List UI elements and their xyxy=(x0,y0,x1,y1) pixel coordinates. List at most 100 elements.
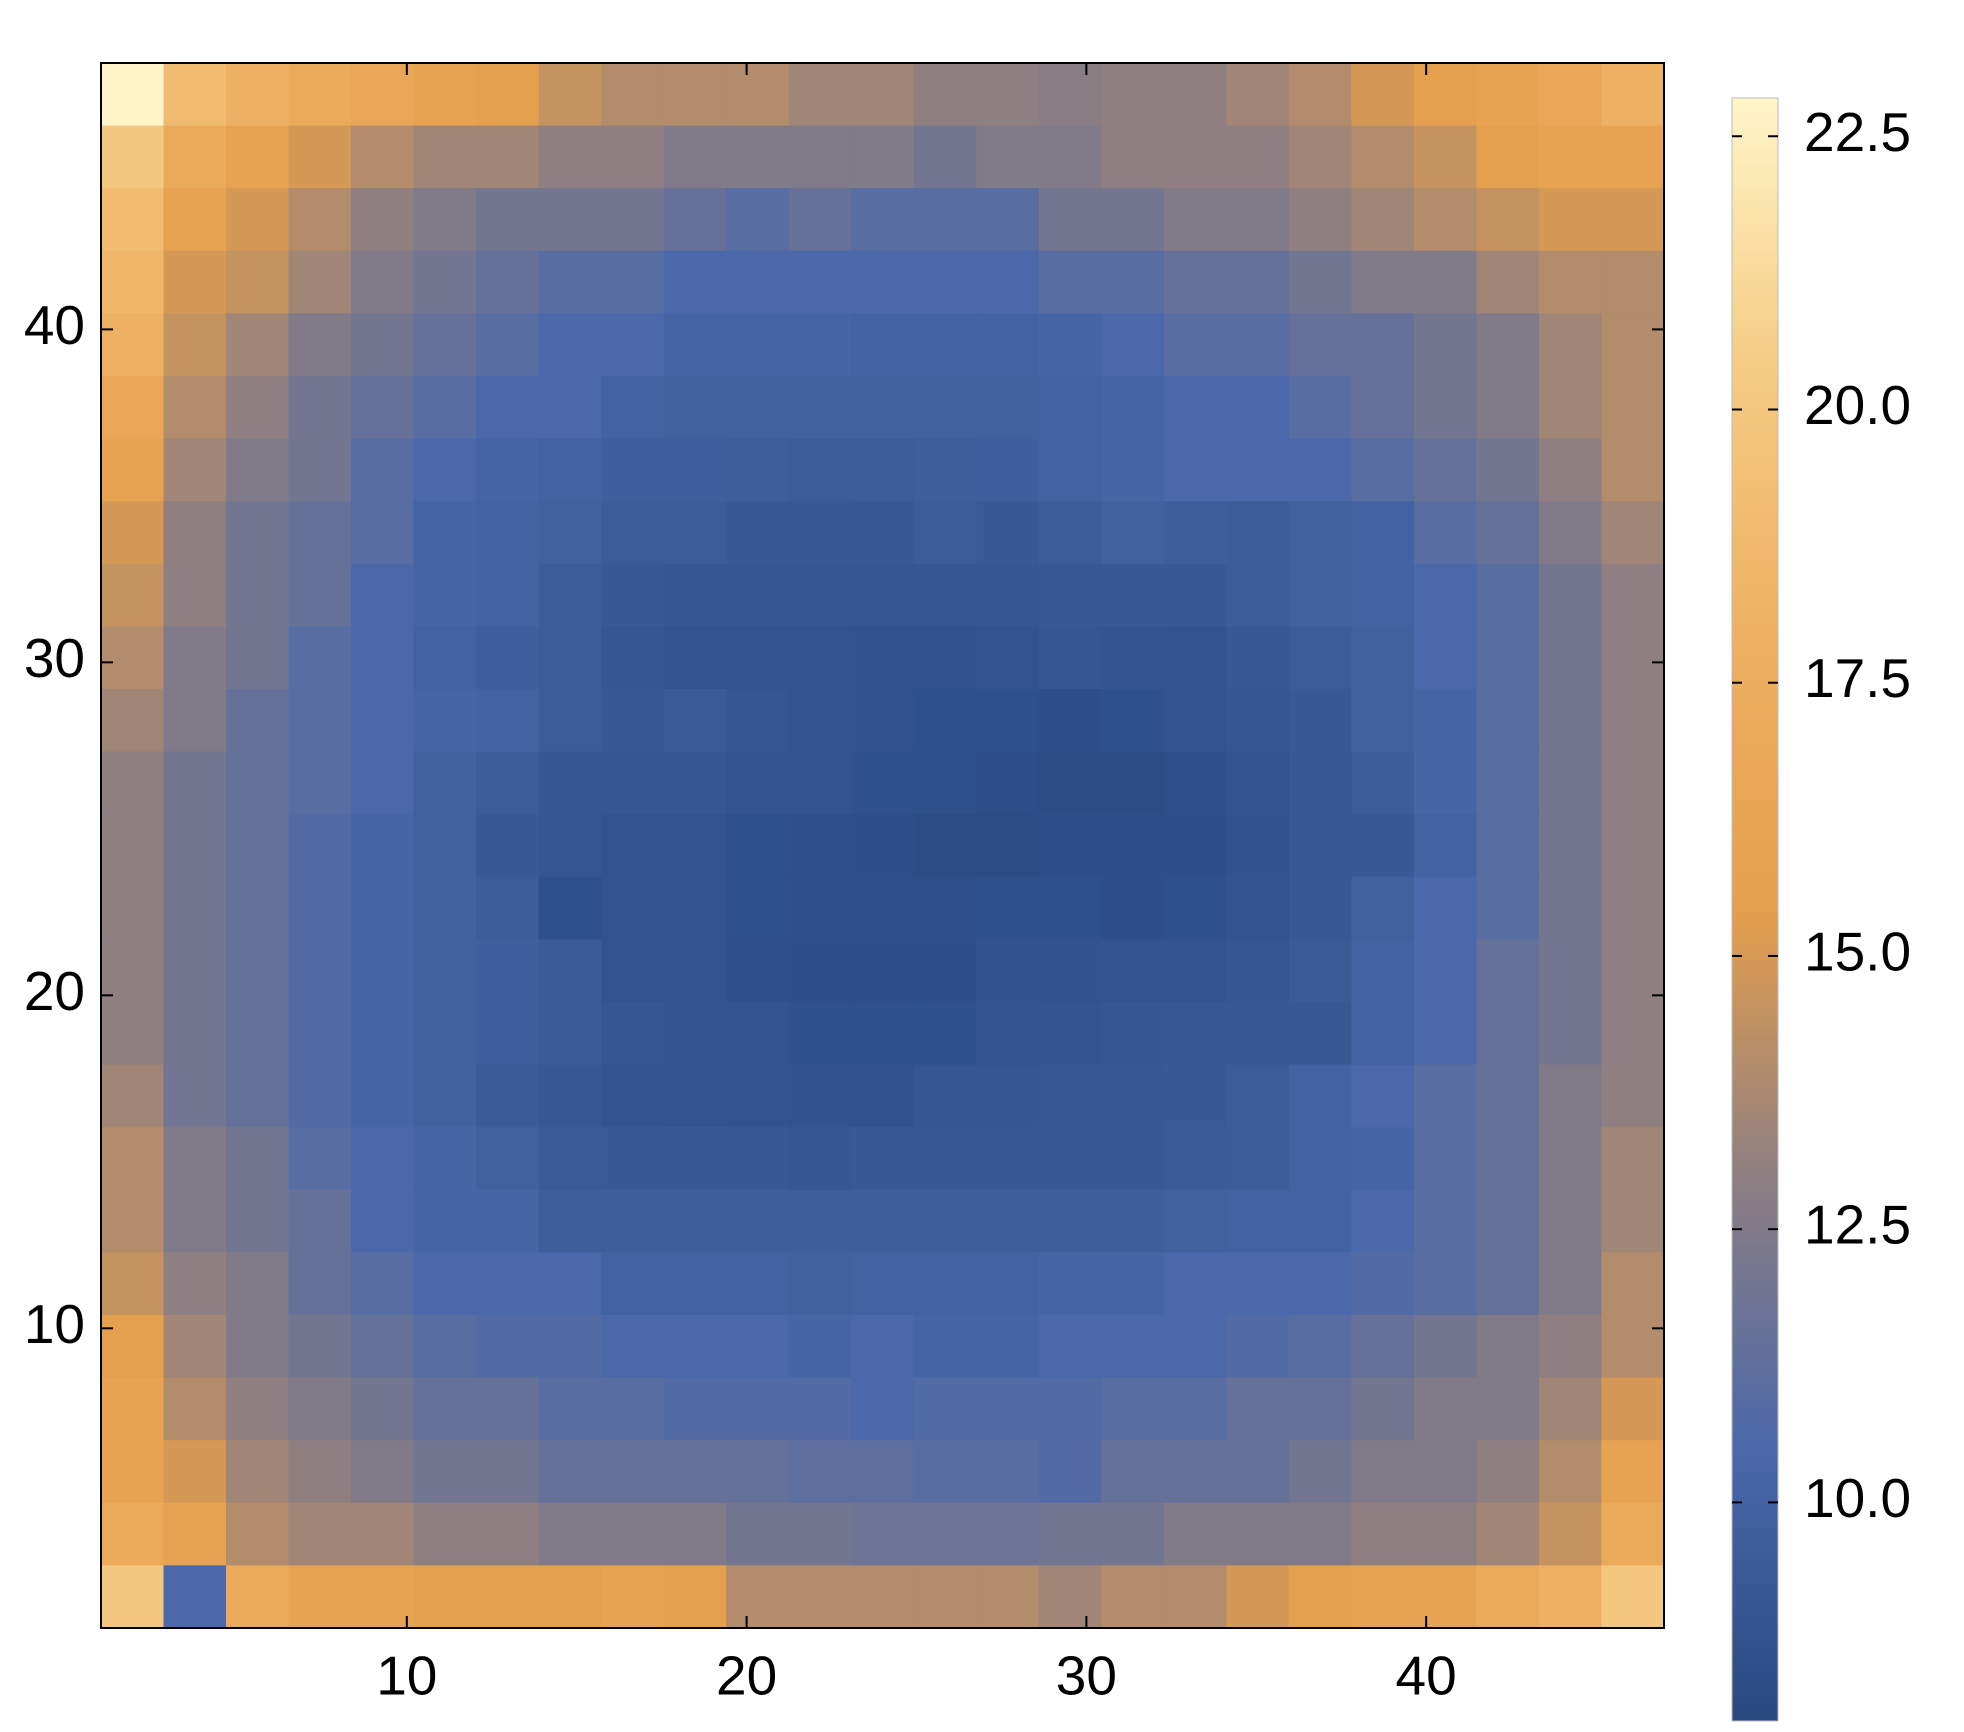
heatmap-cell xyxy=(101,1315,165,1379)
heatmap-cell xyxy=(538,313,602,377)
heatmap-cell xyxy=(1226,939,1290,1003)
heatmap-cell xyxy=(476,438,540,502)
heatmap-cell xyxy=(288,1315,352,1379)
heatmap-cell xyxy=(1476,1315,1540,1379)
heatmap-cell xyxy=(226,1377,290,1441)
y-tick-label: 40 xyxy=(24,294,85,356)
heatmap-cell xyxy=(851,1127,915,1191)
heatmap-cell xyxy=(976,939,1040,1003)
heatmap-cell xyxy=(913,1315,977,1379)
heatmap-cell xyxy=(1288,501,1352,565)
heatmap-cell xyxy=(476,1064,540,1128)
heatmap-cell xyxy=(1351,563,1415,627)
heatmap-cell xyxy=(663,751,727,815)
heatmap-cell xyxy=(351,188,415,252)
heatmap-cell xyxy=(601,1377,665,1441)
heatmap-cell xyxy=(163,814,227,878)
heatmap-cell xyxy=(538,188,602,252)
heatmap-cell xyxy=(601,939,665,1003)
heatmap-cell xyxy=(663,1502,727,1566)
heatmap-cell xyxy=(851,1565,915,1629)
heatmap-cell xyxy=(101,188,165,252)
heatmap-cell xyxy=(1351,1002,1415,1066)
heatmap-cell xyxy=(101,63,165,127)
heatmap-cell xyxy=(788,1377,852,1441)
x-tick-label: 40 xyxy=(1396,1645,1457,1707)
heatmap-cell xyxy=(288,1064,352,1128)
heatmap-cell xyxy=(1538,250,1603,314)
heatmap-cell xyxy=(1226,689,1290,753)
heatmap-cell xyxy=(1226,1064,1290,1128)
heatmap-cell xyxy=(1413,751,1478,815)
heatmap-cell xyxy=(226,814,290,878)
heatmap-cell xyxy=(1163,376,1227,440)
heatmap-cell xyxy=(226,313,290,377)
heatmap-cell xyxy=(1288,1064,1352,1128)
heatmap-cell xyxy=(1038,876,1102,940)
heatmap-cell xyxy=(1038,1127,1102,1191)
heatmap-cell xyxy=(788,1502,852,1566)
heatmap-cell xyxy=(601,250,665,314)
heatmap-cell xyxy=(1476,63,1540,127)
heatmap-cell xyxy=(1538,814,1603,878)
heatmap-cell xyxy=(1101,751,1165,815)
heatmap-cell xyxy=(226,751,290,815)
heatmap-cell xyxy=(913,814,977,878)
heatmap-cell xyxy=(1601,563,1665,627)
heatmap-cell xyxy=(1038,1565,1102,1629)
heatmap-cell xyxy=(413,563,477,627)
heatmap-cell xyxy=(1413,63,1478,127)
heatmap-cell xyxy=(663,250,727,314)
colorbar-tick-label: 15.0 xyxy=(1804,920,1911,982)
heatmap-cell xyxy=(788,939,852,1003)
heatmap-cell xyxy=(726,1440,790,1504)
heatmap-cell xyxy=(1288,1252,1352,1316)
heatmap-cell xyxy=(1226,1127,1290,1191)
heatmap-cell xyxy=(1413,188,1478,252)
heatmap-cell xyxy=(163,1315,227,1379)
heatmap-cell xyxy=(163,125,227,189)
heatmap-cell xyxy=(851,1502,915,1566)
heatmap-cell xyxy=(413,1252,477,1316)
heatmap-cell xyxy=(1288,63,1352,127)
heatmap-cell xyxy=(1038,1502,1102,1566)
heatmap-cell xyxy=(726,1565,790,1629)
heatmap-cell xyxy=(726,814,790,878)
heatmap-cell xyxy=(101,250,165,314)
heatmap-cell xyxy=(1101,438,1165,502)
heatmap-cell xyxy=(351,376,415,440)
heatmap-cell xyxy=(1351,501,1415,565)
heatmap-cell xyxy=(788,1189,852,1253)
heatmap-cell xyxy=(288,376,352,440)
heatmap-cell xyxy=(913,563,977,627)
heatmap-cell xyxy=(1413,563,1478,627)
heatmap-cell xyxy=(1538,1440,1603,1504)
heatmap-cell xyxy=(101,939,165,1003)
heatmap-cell xyxy=(351,1502,415,1566)
heatmap-cell xyxy=(538,438,602,502)
heatmap-cell xyxy=(476,814,540,878)
heatmap-cell xyxy=(1288,188,1352,252)
x-tick-label: 10 xyxy=(376,1645,437,1707)
heatmap-cell xyxy=(476,376,540,440)
heatmap-cell xyxy=(601,1189,665,1253)
heatmap-cell xyxy=(1413,1189,1478,1253)
heatmap-cell xyxy=(288,313,352,377)
heatmap-cell xyxy=(413,63,477,127)
heatmap-cell xyxy=(1038,376,1102,440)
heatmap-cell xyxy=(1351,1315,1415,1379)
heatmap-cell xyxy=(851,751,915,815)
heatmap-cell xyxy=(226,1252,290,1316)
heatmap-cell xyxy=(1476,814,1540,878)
heatmap-cell xyxy=(601,1127,665,1191)
heatmap-cell xyxy=(1413,814,1478,878)
heatmap-cell xyxy=(1351,250,1415,314)
heatmap-cell xyxy=(851,1002,915,1066)
heatmap-cell xyxy=(976,63,1040,127)
heatmap-cell xyxy=(1476,1002,1540,1066)
heatmap-cell xyxy=(913,1002,977,1066)
heatmap-cell xyxy=(1288,438,1352,502)
heatmap-cell xyxy=(163,939,227,1003)
heatmap-cell xyxy=(726,1377,790,1441)
heatmap-cell xyxy=(101,1189,165,1253)
